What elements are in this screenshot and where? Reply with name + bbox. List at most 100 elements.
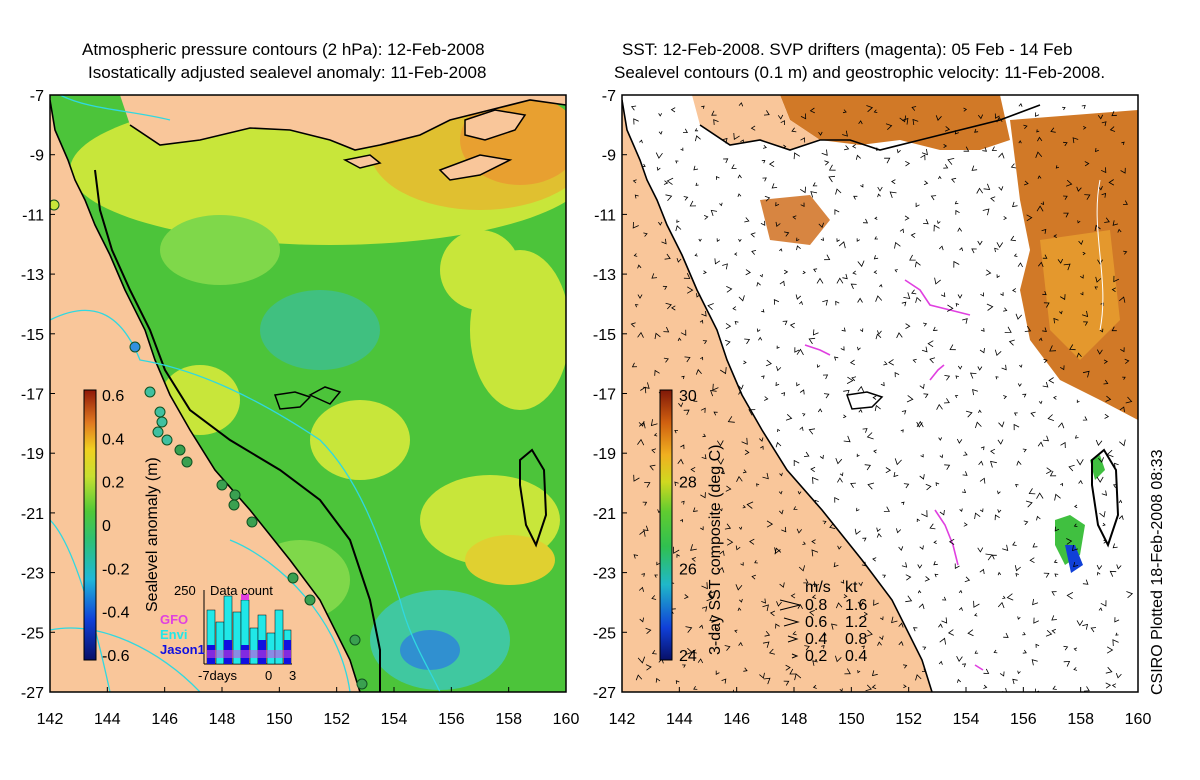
velocity-arrow bbox=[915, 202, 920, 208]
velocity-arrow bbox=[1017, 670, 1021, 675]
velocity-arrow bbox=[979, 347, 985, 354]
velocity-arrow bbox=[654, 574, 658, 578]
velocity-arrow bbox=[835, 457, 843, 465]
velocity-arrow bbox=[889, 191, 897, 199]
velocity-arrow bbox=[733, 132, 740, 140]
velocity-arrow bbox=[1103, 359, 1108, 364]
velocity-arrow bbox=[793, 459, 800, 466]
velocity-arrow bbox=[749, 538, 755, 545]
velocity-arrow bbox=[723, 158, 729, 164]
velocity-arrow bbox=[994, 349, 1002, 357]
velocity-arrow bbox=[1115, 632, 1119, 636]
velocity-arrow bbox=[802, 270, 806, 275]
velocity-arrow bbox=[857, 601, 864, 607]
velocity-arrow bbox=[953, 260, 960, 268]
drifter-tracks bbox=[804, 279, 984, 671]
velocity-arrow bbox=[654, 332, 661, 340]
velocity-arrow bbox=[998, 186, 1004, 191]
velocity-arrow bbox=[980, 446, 985, 451]
velocity-arrow bbox=[850, 482, 856, 489]
velocity-arrow bbox=[710, 209, 718, 217]
velocity-arrow bbox=[1015, 313, 1023, 320]
velocity-arrow bbox=[738, 641, 743, 647]
velocity-arrow bbox=[1014, 565, 1021, 572]
velocity-arrow bbox=[783, 269, 789, 275]
right-title-line2: Sealevel contours (0.1 m) and geostrophi… bbox=[614, 63, 1106, 82]
data-count-bars bbox=[206, 594, 292, 665]
velocity-arrow bbox=[676, 553, 680, 558]
y-tick-label: -13 bbox=[593, 267, 616, 284]
velocity-arrow bbox=[1051, 615, 1057, 621]
velocity-arrow bbox=[901, 410, 907, 415]
velocity-arrow bbox=[1050, 127, 1056, 133]
velocity-arrow bbox=[802, 413, 806, 417]
y-tick-label: -25 bbox=[21, 625, 44, 642]
velocity-arrow bbox=[873, 270, 877, 274]
velocity-arrow bbox=[1100, 167, 1107, 174]
velocity-arrow bbox=[917, 590, 922, 594]
velocity-arrow bbox=[933, 224, 940, 232]
velocity-arrow bbox=[711, 110, 717, 116]
velocity-arrow bbox=[640, 386, 647, 394]
velocity-arrow bbox=[774, 547, 782, 555]
velocity-arrow bbox=[877, 641, 882, 646]
velocity-arrow bbox=[651, 448, 657, 454]
velocity-arrow bbox=[867, 482, 875, 490]
velocity-arrow bbox=[796, 245, 801, 251]
velocity-arrow bbox=[671, 305, 676, 311]
velocity-arrow bbox=[714, 258, 721, 265]
velocity-arrow bbox=[957, 678, 961, 683]
velocity-arrow bbox=[639, 530, 646, 537]
velocity-arrow bbox=[684, 594, 689, 599]
velocity-arrow bbox=[650, 419, 658, 427]
velocity-arrow bbox=[697, 658, 704, 664]
tide-gauge-points bbox=[50, 199, 368, 690]
velocity-arrow bbox=[658, 131, 663, 135]
velocity-arrow bbox=[911, 106, 917, 111]
velocity-arrow bbox=[929, 523, 936, 530]
velocity-arrow bbox=[1036, 205, 1044, 212]
velocity-arrow bbox=[744, 338, 751, 345]
velocity-arrow bbox=[1023, 180, 1029, 186]
velocity-arrow bbox=[903, 684, 907, 689]
velocity-arrow bbox=[874, 216, 878, 220]
velocity-arrow bbox=[879, 635, 884, 641]
velocity-arrow bbox=[719, 550, 725, 556]
velocity-arrow bbox=[789, 322, 796, 329]
velocity-arrow bbox=[676, 219, 680, 223]
velocity-arrow bbox=[974, 512, 981, 520]
velocity-arrow bbox=[1118, 515, 1124, 520]
velocity-arrow bbox=[921, 346, 928, 353]
velocity-arrow bbox=[750, 232, 756, 238]
velocity-arrow bbox=[715, 670, 720, 675]
velocity-arrow bbox=[977, 240, 983, 246]
velocity-arrow bbox=[903, 483, 910, 489]
velocity-arrow bbox=[1051, 591, 1057, 596]
velocity-arrow bbox=[775, 623, 780, 629]
velocity-arrow bbox=[1095, 439, 1103, 446]
right-colorbar-label: 3-day SST composite (deg C) bbox=[707, 445, 724, 655]
inset-title: Data count bbox=[210, 583, 273, 598]
velocity-arrow bbox=[1111, 326, 1117, 332]
velocity-arrow bbox=[663, 180, 669, 185]
velocity-arrow bbox=[760, 220, 766, 226]
velocity-arrow bbox=[634, 304, 639, 308]
velocity-arrow bbox=[828, 175, 836, 183]
velocity-arrow bbox=[812, 684, 817, 689]
velocity-arrow bbox=[735, 584, 743, 591]
velocity-arrow bbox=[924, 576, 930, 582]
velocity-arrow bbox=[941, 617, 948, 624]
velocity-arrow bbox=[1100, 302, 1104, 307]
velocity-arrow bbox=[674, 429, 679, 434]
velocity-arrow bbox=[738, 295, 745, 302]
velocity-arrow bbox=[983, 668, 990, 674]
velocity-arrow bbox=[1049, 345, 1057, 352]
velocity-arrow bbox=[702, 433, 707, 438]
velocity-arrow bbox=[978, 460, 984, 466]
velocity-arrow bbox=[919, 545, 924, 550]
velocity-arrow bbox=[1037, 136, 1043, 142]
velocity-arrow bbox=[1122, 376, 1126, 380]
velocity-arrow bbox=[637, 294, 643, 299]
velocity-arrow bbox=[746, 501, 754, 509]
velocity-arrow bbox=[904, 215, 910, 221]
